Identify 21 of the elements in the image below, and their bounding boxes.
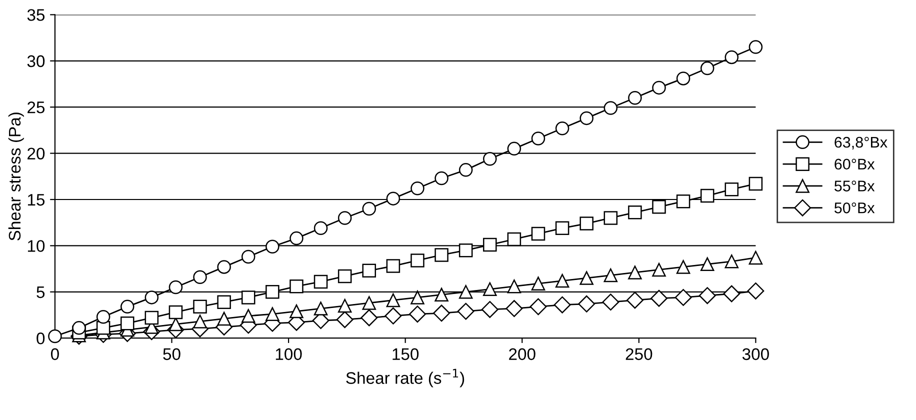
x-tick-label: 100 [276,348,302,360]
x-tick-label: 150 [392,348,419,360]
legend-label: 50°Bx [834,202,875,214]
x-tick-label: 250 [626,348,652,360]
y-tick-label: 25 [28,102,45,114]
legend-label: 55°Bx [834,180,875,192]
x-tick-label: 0 [50,348,59,360]
x-tick-label: 300 [742,348,769,360]
y-tick-label: 10 [28,240,45,252]
x-tick-label: 200 [509,348,536,360]
y-tick-label: 15 [28,194,45,206]
y-tick-label: 5 [36,286,45,298]
y-tick-label: 30 [27,55,45,68]
x-tick-label: 50 [163,348,180,360]
y-tick-label: 20 [28,148,45,160]
y-tick-label: 0 [36,332,45,344]
legend-label: 60°Bx [834,158,875,170]
x-axis-title: Shear rate (s$^{−1}$) [346,368,464,388]
legend-label: 63,8°Bx [834,136,888,150]
y-tick-label: 35 [27,9,45,21]
y-axis-title: Shear stress (Pa) [8,112,24,240]
